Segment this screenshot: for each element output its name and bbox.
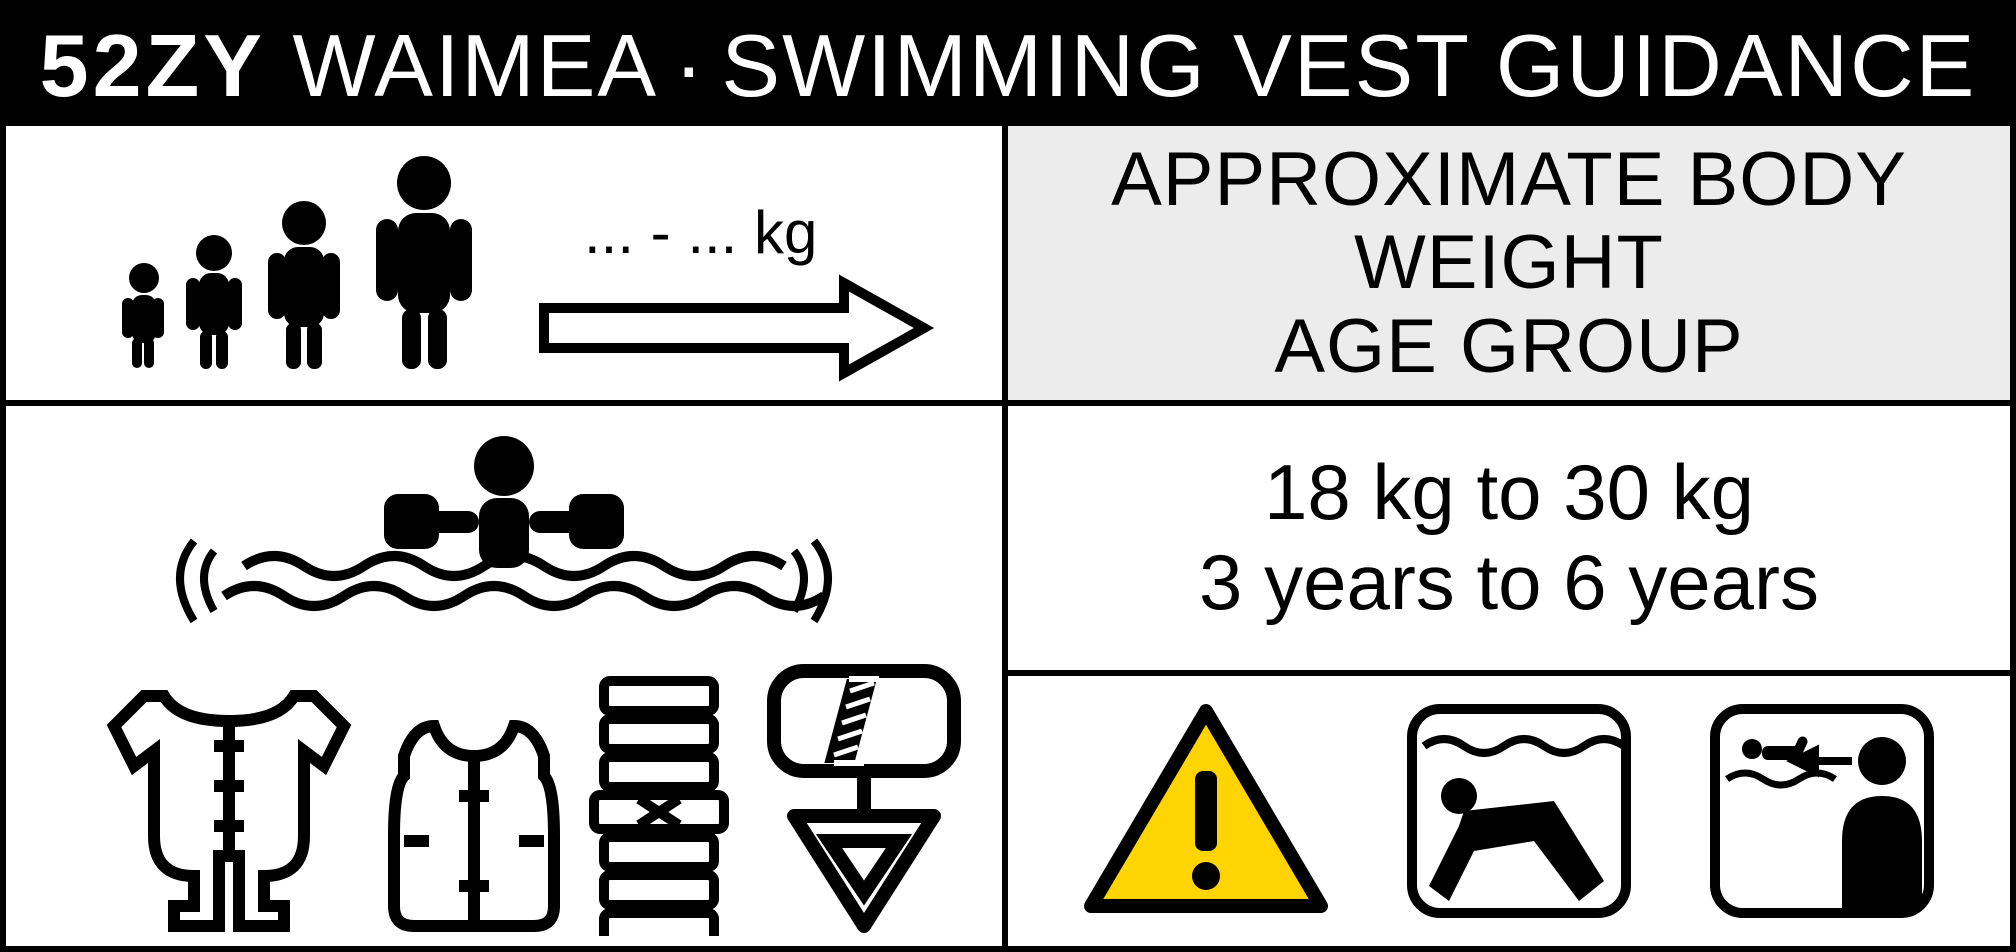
- float-suit-icon: [114, 696, 344, 926]
- right-arrow-icon: [544, 283, 924, 373]
- header-line-2: AGE GROUP: [1274, 305, 1743, 389]
- age-range: 3 years to 6 years: [1199, 538, 1819, 628]
- swim-ring-icon: [774, 671, 954, 926]
- separator: ·: [674, 15, 705, 117]
- adult-supervision-icon: [1707, 701, 1937, 921]
- cell-specs-and-warnings: 18 kg to 30 kg 3 years to 6 years: [1008, 406, 2010, 946]
- growing-people-icon: ... - ... kg: [24, 133, 984, 393]
- content-grid: ... - ... kg APPROXIMATE BODY WEIGHT AGE…: [6, 126, 2010, 946]
- warning-icons-row: [1008, 676, 2010, 946]
- header-line-1: APPROXIMATE BODY WEIGHT: [1008, 138, 2010, 305]
- cell-sizing-pictogram: ... - ... kg: [6, 126, 1008, 406]
- header-bar: 52ZY WAIMEA · SWIMMING VEST GUIDANCE: [6, 6, 2010, 126]
- cell-column-header: APPROXIMATE BODY WEIGHT AGE GROUP: [1008, 126, 2010, 406]
- life-vest-icon: [394, 726, 554, 926]
- no-diving-icon: [1404, 701, 1634, 921]
- cell-equipment-pictograms: [6, 406, 1008, 946]
- float-belt-icon: [594, 681, 724, 936]
- spec-values: 18 kg to 30 kg 3 years to 6 years: [1008, 406, 2010, 676]
- title-text: SWIMMING VEST GUIDANCE: [721, 15, 1976, 117]
- weight-placeholder: ... - ... kg: [584, 199, 817, 266]
- arm-floats-swimmer-icon: [180, 436, 828, 621]
- product-text: WAIMEA: [292, 15, 658, 117]
- brand-text: 52ZY: [40, 15, 266, 117]
- warning-triangle-icon: [1081, 701, 1331, 921]
- guidance-card: 52ZY WAIMEA · SWIMMING VEST GUIDANCE: [0, 0, 2016, 952]
- weight-range: 18 kg to 30 kg: [1264, 448, 1754, 538]
- equipment-icons-group: [24, 416, 984, 936]
